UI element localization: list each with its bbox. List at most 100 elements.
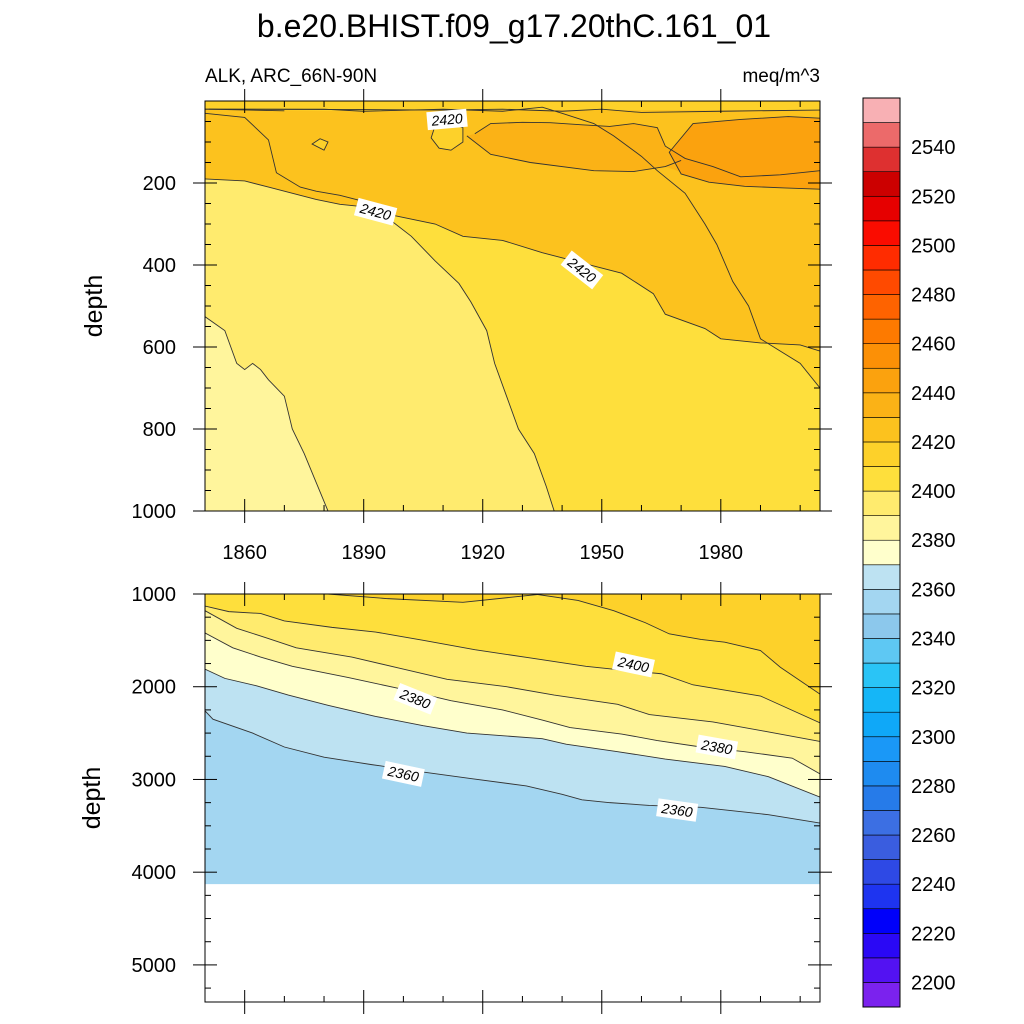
contour-label-box (560, 250, 604, 290)
contour-line-2420 (205, 178, 820, 352)
fill-band-2410-west (328, 594, 543, 603)
contour-label-text: 2380 (699, 736, 734, 757)
colorbar-bin (862, 564, 901, 590)
colorbar-bin (862, 785, 901, 811)
fill-surface-band (205, 101, 820, 111)
colorbar-bin (862, 318, 901, 344)
colorbar-label: 2260 (911, 825, 956, 847)
chart-title: b.e20.BHIST.f09_g17.20thC.161_01 (257, 8, 771, 44)
y-tick-label: 3000 (132, 769, 177, 791)
contour-line-2400 (205, 112, 555, 511)
contour-line-2430 (474, 121, 820, 178)
colorbar-label: 2340 (911, 628, 956, 650)
y-tick-label: 4000 (132, 862, 177, 884)
contour-label-box (426, 108, 468, 131)
upper-y-axis-title: depth (80, 275, 108, 338)
colorbar-bin (862, 490, 901, 516)
contour-label-2360: 2360 (656, 798, 699, 822)
y-tick-label: 800 (143, 419, 176, 441)
colorbar-label: 2360 (911, 579, 956, 601)
colorbar-bin (862, 539, 901, 566)
colorbar-bin (862, 441, 901, 467)
contour-label-box (393, 682, 438, 715)
contour-label-box (656, 798, 699, 822)
colorbar-label: 2200 (911, 972, 956, 994)
colorbar-bin (862, 220, 901, 246)
colorbar-label: 2300 (911, 727, 956, 749)
colorbar-bin (862, 171, 901, 197)
colorbar-bin (862, 957, 901, 983)
colorbar-frame (862, 97, 901, 1008)
colorbar-label: 2420 (911, 432, 956, 454)
colorbar-bin (862, 859, 901, 885)
contour-label-2360: 2360 (381, 760, 425, 787)
colorbar-bin (862, 613, 901, 639)
colorbar-bin (862, 269, 901, 295)
colorbar-bin (862, 638, 901, 664)
contour-label-text: 2400 (616, 653, 651, 675)
contour-line-2430 (208, 108, 285, 112)
contour-label-2420: 2420 (426, 108, 468, 131)
fill-band-2380 (205, 316, 820, 511)
colorbar-label: 2240 (911, 874, 956, 896)
y-tick-label: 5000 (132, 955, 177, 977)
colorbar-bin (862, 834, 901, 860)
colorbar-label: 2400 (911, 481, 956, 503)
lower-plot-frame (204, 593, 821, 1003)
x-tick-label: 1890 (341, 542, 386, 564)
colorbar-bin (862, 589, 901, 615)
contour-label-box (612, 651, 655, 678)
contour-line-2390 (205, 610, 820, 742)
colorbar-label: 2460 (911, 334, 956, 356)
colorbar-bin (862, 883, 901, 910)
x-tick-label: 1920 (460, 542, 505, 564)
colorbar-bin (862, 294, 901, 320)
y-tick-label: 600 (143, 337, 176, 359)
upper-axes: 1860 1890 1920 1950 1980 200 400 600 800 1000 (132, 89, 832, 564)
colorbar-label: 2500 (911, 235, 956, 257)
fill-band-2410 (534, 594, 820, 695)
x-tick-label: 1860 (222, 542, 267, 564)
colorbar-bin (862, 343, 901, 369)
colorbar-label: 2280 (911, 776, 956, 798)
y-tick-label: 2000 (132, 677, 177, 699)
closed-contour-2420 (311, 138, 329, 151)
contour-line-2410 (327, 594, 543, 603)
contour-line-2380 (205, 316, 329, 511)
y-tick-label: 1000 (132, 584, 177, 606)
colorbar-bin (862, 417, 901, 443)
contour-label-box (695, 734, 739, 760)
colorbar-bin (862, 195, 901, 222)
colorbar-bin (862, 736, 901, 762)
contour-line-2400 (205, 605, 820, 724)
colorbar-bin (862, 392, 901, 418)
contour-line-2370 (205, 668, 820, 798)
colorbar-bin (862, 97, 901, 123)
below-seafloor (205, 884, 820, 1002)
contour-label-text: 2420 (430, 110, 464, 129)
colorbar-bin (862, 466, 901, 492)
contour-label-2380: 2380 (695, 734, 739, 760)
fill-band-2430 (466, 122, 820, 190)
contour-line-2430 (466, 135, 682, 172)
colorbar-label: 2520 (911, 186, 956, 208)
colorbar-label: 2220 (911, 923, 956, 945)
colorbar-bin (862, 761, 901, 787)
colorbar-bin (862, 122, 901, 148)
y-tick-label: 400 (143, 255, 176, 277)
contour-label-2400: 2400 (612, 651, 655, 678)
units-label: meq/m^3 (742, 66, 820, 87)
colorbar-bin (862, 810, 901, 836)
colorbar-bin (862, 932, 901, 959)
contour-label-box (381, 760, 425, 787)
y-tick-label: 1000 (132, 501, 177, 523)
contour-label-text: 2360 (386, 763, 421, 785)
x-tick-label: 1980 (699, 542, 744, 564)
lower-y-axis-title: depth (78, 767, 106, 830)
contour-line-2420 (205, 108, 820, 113)
closed-contour-2430 (668, 116, 820, 190)
colorbar-label: 2480 (911, 285, 956, 307)
